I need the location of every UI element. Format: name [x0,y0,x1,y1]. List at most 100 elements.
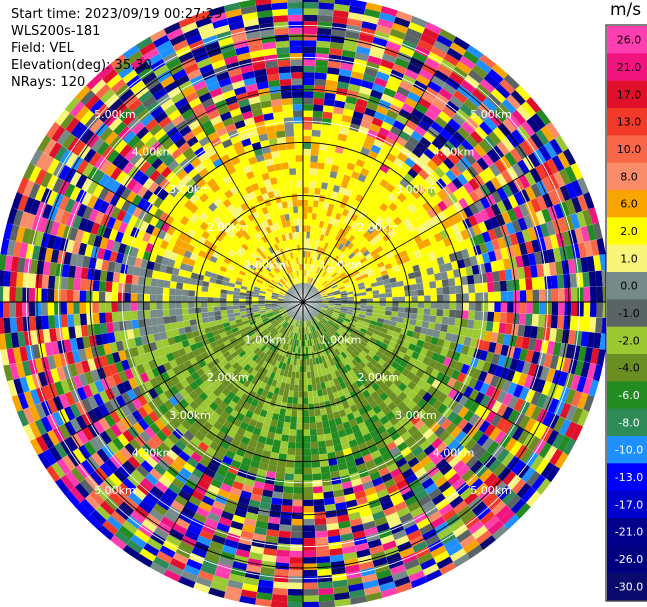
radar-gate [363,263,372,271]
radar-gate [130,292,138,302]
radar-gate [468,388,480,402]
radar-gate [337,243,345,251]
radar-gate [385,441,397,452]
radar-gate [426,186,438,198]
radar-gate [303,21,318,28]
radar-gate [311,213,318,221]
radar-gate [343,340,351,348]
radar-gate [359,86,373,96]
radar-gate [400,446,412,458]
radar-gate [449,95,464,109]
radar-gate [317,267,323,275]
radar-gate [220,297,227,302]
radar-gate [54,288,61,302]
radar-gate [374,362,383,371]
radar-gate [502,392,513,407]
radar-gate [194,301,201,308]
radar-gate [306,238,310,245]
radar-gate [200,296,208,302]
ray-separator [302,98,529,303]
radar-gate [315,298,322,301]
radar-gate [415,369,425,379]
radar-gate [518,348,528,362]
radar-gate [431,493,446,506]
radar-gate [536,195,548,211]
radar-gate [390,315,398,322]
radar-gate [362,276,370,283]
radar-gate [410,289,418,297]
radar-gate [418,169,430,181]
radar-gate [339,62,354,71]
radar-gate [310,311,316,318]
radar-gate [473,320,481,331]
radar-gate [351,170,361,180]
ray-separator [302,9,382,303]
radar-gate [451,260,460,271]
radar-gate [321,326,328,334]
radar-gate [321,295,328,299]
radar-gate [477,487,493,502]
radar-gate [517,429,530,445]
radar-gate [515,230,526,245]
radar-gate [538,145,552,162]
radar-gate [335,321,342,327]
radar-gate [399,45,415,58]
radar-gate [416,339,425,348]
radar-gate [391,97,405,109]
radar-gate [54,275,62,290]
radar-gate [347,376,356,385]
radar-gate [574,330,583,347]
radar-gate [469,112,484,127]
radar-gate [320,262,326,269]
radar-gate [500,420,514,435]
radar-gate [364,343,373,351]
radar-gate [438,430,451,443]
radar-gate [506,474,522,491]
radar-gate [338,235,345,244]
radar-gate [302,365,307,373]
radar-gate [347,261,355,269]
radar-gate [318,286,325,292]
radar-gate [492,462,507,478]
radar-gate [356,263,364,271]
radar-gate [403,173,415,184]
radar-gate [582,378,593,395]
radar-gate [582,316,590,333]
radar-gate [519,448,534,464]
radar-gate [495,505,511,521]
radar-gate [330,282,338,288]
radar-gate [532,289,540,303]
radar-gate [475,530,492,545]
radar-gate [473,416,486,430]
radar-gate [181,295,189,302]
radar-gate [330,253,337,261]
radar-gate [194,290,202,297]
radar-gate [325,323,332,330]
radar-gate [576,272,584,288]
radar-gate [475,506,491,521]
radar-gate [325,257,331,265]
radar-gate [333,152,343,161]
radar-gate [406,330,414,338]
radar-gate [442,196,453,209]
radar-gate [343,216,351,225]
radar-gate [381,142,393,153]
radar-gate [346,308,354,313]
radar-gate [365,330,373,337]
radar-gate [334,370,341,378]
radar-gate [321,294,328,298]
radar-gate [476,157,490,171]
radar-gate [430,410,442,422]
radar-gate [527,252,537,267]
radar-gate [342,320,350,326]
radar-gate [385,302,393,307]
radar-gate [457,240,467,251]
radar-gate [515,255,524,269]
radar-gate [527,152,541,169]
radar-gate [485,240,495,253]
radar-gate [302,544,317,551]
radar-gate [349,320,357,326]
radar-gate [302,493,314,500]
radar-gate [357,353,365,361]
radar-gate [371,312,379,318]
